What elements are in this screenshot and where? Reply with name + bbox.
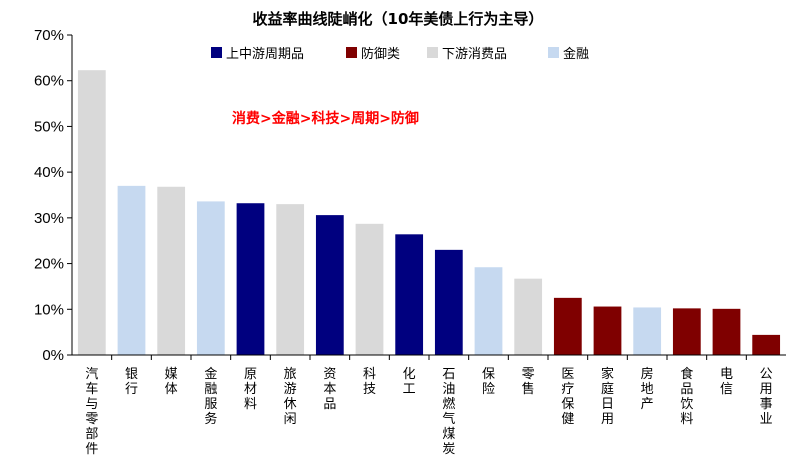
bar [157,186,186,355]
y-tick-label: 60% [34,73,64,90]
x-tick-label: 医疗保健 [561,367,574,427]
bar [514,278,543,355]
y-tick-label: 50% [34,118,64,135]
bar [712,308,741,355]
x-tick-label: 电信 [720,367,733,397]
bar [752,334,781,355]
legend-entry: 下游消费品 [442,47,507,62]
legend-entry: 金融 [563,46,589,62]
y-tick-label: 0% [42,347,64,364]
x-tick-label: 金融服务 [204,366,217,427]
legend-swatch [548,47,559,58]
x-tick-label: 科技 [363,367,376,397]
x-tick-label: 原材料 [244,367,257,412]
legend-swatch [427,47,438,58]
y-tick-label: 20% [34,256,64,273]
bar [434,249,463,355]
x-tick-label: 化工 [403,367,416,397]
bar [77,70,106,355]
x-tick-label: 旅游休闲 [284,367,297,427]
x-tick-label: 公用事业 [760,367,773,427]
bar [196,201,225,355]
bar [236,203,265,355]
bar [315,215,344,355]
y-tick-label: 30% [34,210,64,227]
x-tick-label: 媒体 [165,367,178,397]
legend-entry: 防御类 [361,46,400,62]
chart-legend: 上中游周期品 防御类 下游消费品 金融 [211,46,589,62]
bar [474,267,503,355]
bar [355,223,384,355]
y-axis: 0% 10% 20% 30% 40% 50% 60% 70% [34,27,73,364]
x-tick-label: 零售 [522,367,535,397]
x-tick-label: 银行 [125,367,138,397]
bar [395,234,424,355]
bar [117,185,146,355]
bar [553,297,582,355]
x-tick-label: 房地产 [641,366,654,412]
chart-annotation: 消费>金融>科技>周期>防御 [232,110,419,127]
x-tick-label: 石油燃气煤炭 [442,367,455,457]
x-tick-label: 保险 [482,367,495,397]
legend-entry: 上中游周期品 [226,47,304,62]
y-tick-label: 70% [34,27,64,44]
bar [633,307,662,355]
x-tick-label: 资本品 [323,367,336,412]
bar [276,204,305,355]
x-tick-label: 汽车与零部件 [85,367,98,457]
legend-swatch [346,47,357,58]
bars [77,70,781,355]
bar [672,308,701,355]
x-tick-label: 家庭日用 [601,366,614,427]
y-tick-label: 10% [34,301,64,318]
bar [593,306,622,355]
y-tick-label: 40% [34,164,64,181]
legend-swatch [211,47,222,58]
x-tick-label: 食品饮料 [680,366,693,427]
chart-title: 收益率曲线陡峭化（10年美债上行为主导） [253,10,544,28]
